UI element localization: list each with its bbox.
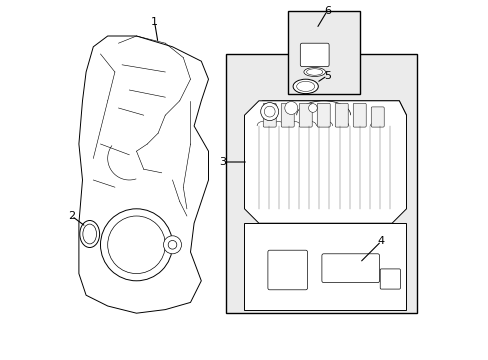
Ellipse shape [292, 79, 318, 94]
FancyBboxPatch shape [370, 107, 384, 127]
FancyBboxPatch shape [317, 103, 329, 127]
Text: 1: 1 [151, 17, 158, 27]
Circle shape [101, 209, 172, 281]
Polygon shape [244, 101, 406, 223]
FancyBboxPatch shape [281, 103, 294, 127]
FancyBboxPatch shape [352, 103, 366, 127]
Text: 5: 5 [323, 71, 330, 81]
FancyBboxPatch shape [226, 54, 416, 313]
Ellipse shape [80, 220, 100, 248]
Circle shape [260, 103, 278, 121]
FancyBboxPatch shape [287, 11, 359, 94]
FancyBboxPatch shape [321, 254, 379, 283]
FancyBboxPatch shape [380, 269, 400, 289]
Ellipse shape [306, 69, 322, 75]
Text: 2: 2 [68, 211, 75, 221]
Ellipse shape [296, 81, 314, 91]
Circle shape [168, 240, 177, 249]
FancyBboxPatch shape [335, 103, 347, 127]
FancyBboxPatch shape [300, 43, 328, 67]
Ellipse shape [82, 224, 96, 244]
FancyBboxPatch shape [299, 103, 311, 127]
FancyBboxPatch shape [263, 103, 276, 127]
FancyBboxPatch shape [244, 223, 406, 310]
Circle shape [264, 106, 275, 117]
Ellipse shape [303, 68, 325, 77]
Circle shape [107, 216, 165, 274]
Circle shape [163, 236, 181, 254]
Circle shape [284, 102, 297, 114]
FancyBboxPatch shape [267, 250, 307, 290]
Text: 4: 4 [377, 236, 384, 246]
Polygon shape [79, 36, 208, 313]
Text: 6: 6 [323, 6, 330, 16]
Text: 3: 3 [219, 157, 226, 167]
Circle shape [308, 104, 317, 112]
Polygon shape [251, 101, 406, 122]
